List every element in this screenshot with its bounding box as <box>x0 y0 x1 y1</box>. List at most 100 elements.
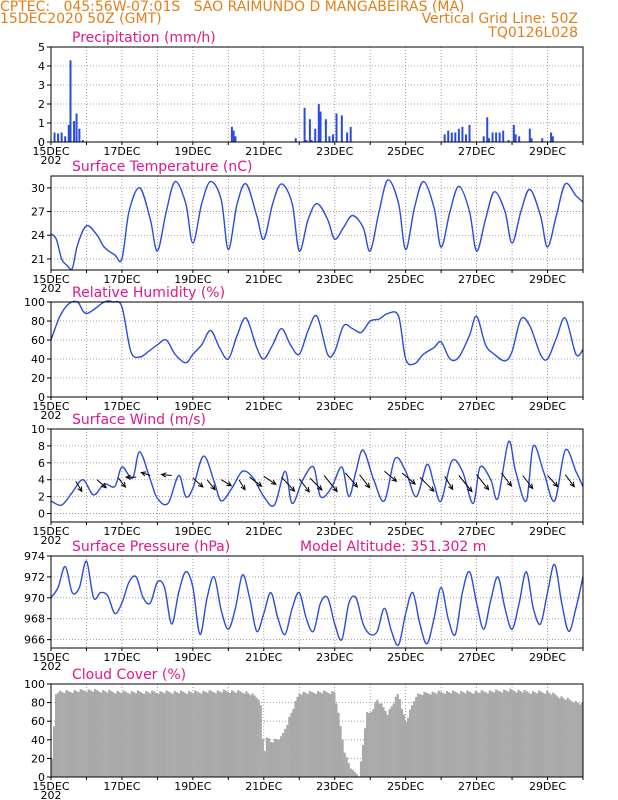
cloud-cover-bar <box>335 703 338 777</box>
precip-bar <box>461 126 464 142</box>
y-tick-label: 4 <box>38 474 45 487</box>
panel-frame <box>50 46 584 143</box>
cloud-cover-bar <box>327 692 330 777</box>
cloud-cover-bar <box>351 769 354 777</box>
cloud-cover-bar <box>69 692 72 777</box>
cloud-cover-bar <box>415 696 418 777</box>
cloud-cover-bar <box>468 691 471 777</box>
cloud-cover-bar <box>474 691 477 777</box>
cloud-cover-bar <box>155 692 158 777</box>
cloud-cover-bar <box>57 692 60 777</box>
y-tick-label: 0 <box>38 508 45 521</box>
cloud-cover-bar <box>294 700 297 777</box>
wind-vector <box>444 476 454 490</box>
y-tick-label: 20 <box>31 372 45 385</box>
y-tick-label: 1 <box>38 117 45 130</box>
x-tick-label: 19DEC <box>174 525 211 538</box>
cloud-cover-bar <box>259 705 262 777</box>
cloud-cover-bar <box>525 691 528 777</box>
cloud-cover-bar <box>304 692 307 777</box>
x-tick-label: 19DEC <box>174 651 211 664</box>
precip-bar <box>498 132 501 142</box>
x-tick-label: 25DEC <box>387 780 424 793</box>
wind-vector-head <box>256 481 263 487</box>
y-tick-label: 60 <box>31 334 45 347</box>
cloud-cover-bar <box>249 695 252 777</box>
precip-bar <box>502 130 505 142</box>
cloud-cover-bar <box>363 728 367 777</box>
cloud-cover-bar <box>296 696 299 777</box>
cloud-cover-bar <box>398 699 401 777</box>
wind-vector <box>359 474 370 488</box>
run-date: 15DEC2020 50Z (GMT) <box>0 11 162 27</box>
cloud-cover-bar <box>480 690 483 777</box>
precip-bar <box>512 124 515 142</box>
cloud-cover-bar <box>492 692 496 777</box>
cloud-cover-bar <box>118 692 121 777</box>
precip-bar <box>73 121 76 142</box>
x-tick-label: 29DEC <box>529 273 566 286</box>
precip-bar <box>57 133 60 142</box>
cloud-cover-bar <box>472 693 475 777</box>
cloud-cover-bar <box>552 692 555 777</box>
cloud-cover-bar <box>183 692 187 777</box>
cloud-cover-bar <box>302 691 305 777</box>
precip-bar <box>305 140 308 142</box>
cloud-cover-bar <box>171 693 174 777</box>
wind-vector <box>298 478 310 493</box>
y-tick-label: 974 <box>24 550 45 563</box>
wind-vector <box>547 475 558 487</box>
x-year-label: 202 <box>41 660 62 673</box>
y-tick-label: 966 <box>24 634 45 647</box>
cloud-cover-bar <box>138 691 142 777</box>
cloud-cover-bar <box>157 693 160 777</box>
cloud-cover-bar <box>370 712 373 777</box>
precip-bar <box>551 136 554 142</box>
cloud-cover-bar <box>517 689 520 777</box>
x-tick-label: 25DEC <box>387 273 424 286</box>
wind-vector <box>384 470 397 482</box>
cloud-cover-bar <box>163 693 166 777</box>
x-tick-label: 19DEC <box>174 145 211 158</box>
x-tick-label: 23DEC <box>316 651 353 664</box>
cloud-cover-bar <box>419 694 422 777</box>
precip-bar <box>75 113 78 142</box>
x-tick-label: 23DEC <box>316 400 353 413</box>
cloud-cover-bar <box>192 693 195 777</box>
wind-vector-head <box>226 481 233 487</box>
cloud-cover-bar <box>147 692 150 777</box>
cloud-cover-bar <box>104 691 107 777</box>
x-tick-label: 17DEC <box>103 400 140 413</box>
x-tick-label: 17DEC <box>103 145 140 158</box>
y-tick-label: 20 <box>31 752 45 765</box>
x-tick-label: 21DEC <box>245 651 282 664</box>
precip-bar <box>464 134 467 142</box>
wind-vector-head <box>391 476 398 483</box>
cloud-cover-bar <box>445 691 449 777</box>
x-year-label: 202 <box>41 534 62 547</box>
x-year-label: 202 <box>41 409 62 422</box>
precip-bar <box>317 104 320 142</box>
x-tick-label: 27DEC <box>458 273 495 286</box>
cloud-cover-bar <box>425 692 428 777</box>
cloud-cover-bar <box>61 692 64 777</box>
precip-bar <box>314 128 317 142</box>
cloud-cover-bar <box>523 689 526 777</box>
y-tick-label: 40 <box>31 353 45 366</box>
cloud-cover-bar <box>521 692 524 777</box>
panel-title: Cloud Cover (%) <box>72 667 186 683</box>
cloud-cover-bar <box>128 693 131 777</box>
wind-vector-head <box>304 486 310 493</box>
cloud-cover-bar <box>204 691 207 777</box>
cloud-cover-bar <box>228 693 232 777</box>
precip-bar <box>232 130 235 142</box>
wind-vector-head <box>506 480 513 487</box>
cloud-cover-bar <box>476 692 479 777</box>
wind-vector-head <box>124 474 131 480</box>
cloud-cover-bar <box>421 695 424 777</box>
panel-title: Relative Humidity (%) <box>72 285 225 301</box>
cloud-cover-bar <box>210 691 213 777</box>
cloud-cover-bar <box>97 691 101 777</box>
precip-bar <box>234 136 237 142</box>
cloud-cover-bar <box>165 690 168 777</box>
